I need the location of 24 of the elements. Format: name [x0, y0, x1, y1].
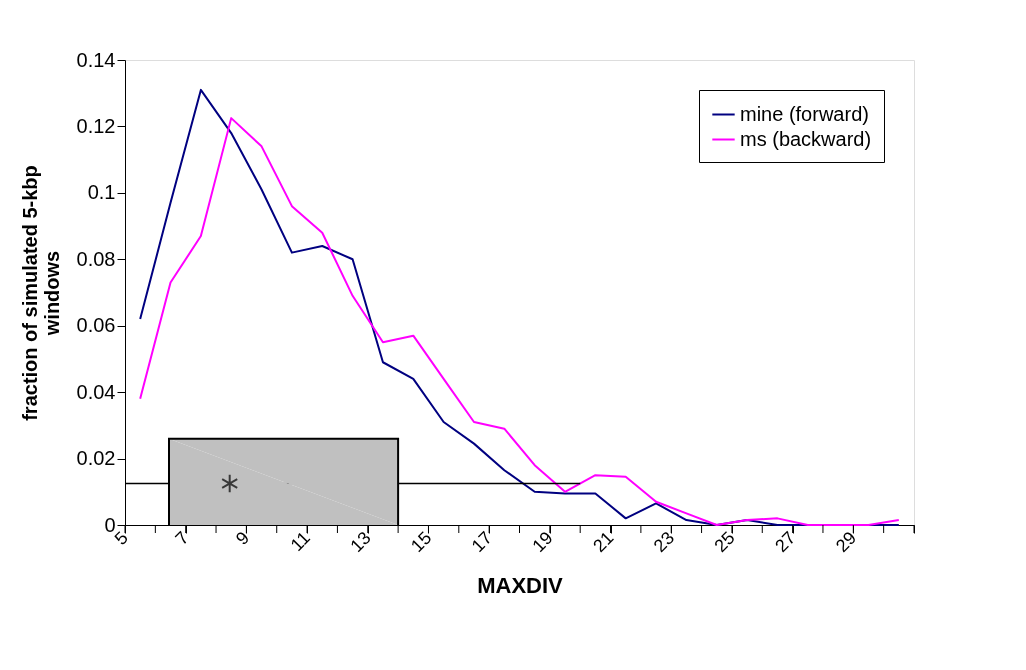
x-tick-label: 15: [407, 527, 436, 557]
y-axis-title: fraction of simulated 5-kbp windows: [18, 165, 63, 421]
x-tick-label: 17: [467, 527, 497, 557]
x-tick-label: 9: [232, 527, 254, 549]
x-tick-label: 7: [171, 527, 193, 549]
y-tick-label: 0.04: [76, 380, 116, 403]
y-tick-label: 0.1: [87, 181, 116, 204]
y-tick-label: 0.14: [76, 48, 116, 71]
x-tick-label: 19: [528, 527, 557, 557]
y-tick-label: 0: [104, 513, 116, 536]
x-axis-title: MAXDIV: [477, 573, 564, 599]
x-tick-label: 11: [286, 527, 314, 556]
x-tick-label: 21: [589, 527, 618, 557]
legend-label: ms (backward): [740, 127, 872, 150]
y-tick-label: 0.08: [76, 247, 116, 270]
y-tick-label: 0.06: [76, 314, 116, 337]
x-tick-label: 25: [710, 527, 739, 557]
y-tick-label: 0.02: [76, 447, 116, 470]
x-tick-label: 29: [831, 527, 861, 557]
x-tick-label: 23: [649, 527, 679, 557]
x-tick-label: 13: [346, 527, 375, 557]
legend-label: mine (forward): [740, 102, 869, 125]
x-tick-label: 27: [771, 527, 800, 557]
y-tick-label: 0.12: [76, 114, 116, 137]
